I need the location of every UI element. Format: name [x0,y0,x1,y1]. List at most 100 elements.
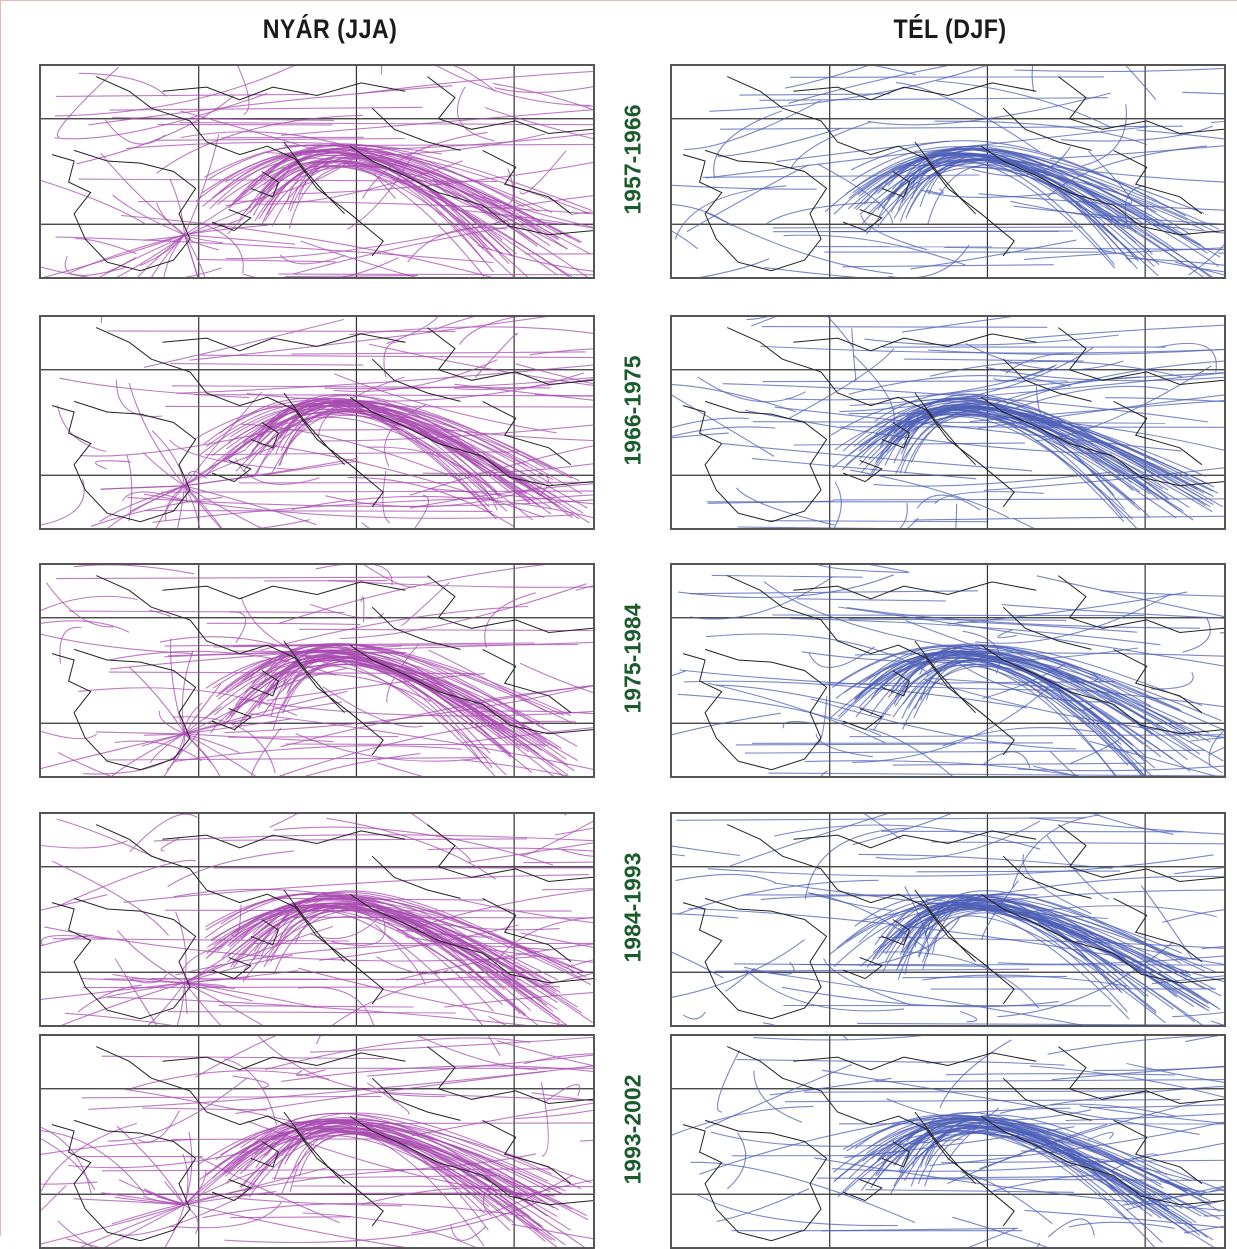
storm-track [890,1125,1156,1247]
coastline [683,898,827,1018]
period-label: 1975-1984 [613,558,653,758]
storm-track [902,317,1224,332]
top-border [0,0,1237,1]
coastline [1058,1047,1224,1104]
storm-track [41,1130,146,1196]
storm-track [1182,92,1224,126]
storm-track [881,952,1039,1009]
storm-track [153,520,310,528]
storm-track [185,983,317,1008]
coastline [52,898,196,1018]
storm-track [709,66,1031,111]
storm-track [56,237,494,263]
storm-track [935,492,1044,504]
storm-track [88,1064,593,1109]
storm-track [714,111,782,178]
storm-tracks [672,66,1224,277]
storm-tracks [41,565,593,776]
storm-track [1015,66,1224,72]
storm-track [56,94,308,96]
coastline [427,576,593,633]
storm-track [348,94,593,149]
cyclone-tracks-svg [672,66,1224,277]
storm-track [228,737,399,738]
storm-track [762,381,1068,382]
cyclone-tracks-svg [672,565,1224,776]
storm-track [944,248,1224,251]
storm-track [747,317,857,320]
storm-track [377,957,449,974]
storm-track [52,861,169,935]
winter-map-1975-1984 [670,563,1226,778]
storm-track [222,137,364,138]
storm-track [946,1074,1175,1075]
storm-track [849,735,1224,737]
storm-track [672,671,686,703]
storm-track [60,627,81,663]
storm-track [235,66,249,114]
cyclone-tracks-svg [41,66,593,277]
coastline [427,328,593,385]
storm-track [1069,1222,1175,1228]
storm-track [727,1133,745,1189]
storm-track [497,1041,593,1106]
storm-tracks [672,565,1224,776]
storm-track [1050,115,1224,159]
storm-track [914,516,1224,520]
storm-track [275,430,403,431]
storm-track [515,1048,593,1119]
summer-map-1966-1975 [39,315,595,530]
storm-track [65,256,126,275]
storm-track [765,202,880,225]
storm-track [451,1224,486,1240]
storm-track [937,81,1111,127]
storm-track [1162,908,1224,923]
storm-track [41,618,193,653]
storm-track [865,1190,1074,1193]
storm-track [57,67,118,137]
storm-track [672,203,698,248]
storm-track [751,317,932,326]
storm-track [768,521,987,522]
winter-map-1966-1975 [670,315,1226,530]
storm-track [520,151,566,194]
storm-track [952,1217,1122,1247]
period-text: 1984-1993 [620,852,647,962]
storm-track [311,919,378,939]
winter-map-1957-1966 [670,64,1226,279]
storm-track [789,348,894,418]
summer-map-1975-1984 [39,563,595,778]
storm-track [322,977,497,1025]
storm-track [58,753,312,777]
storm-track [285,276,418,277]
storm-track [772,615,1144,616]
storm-track [931,842,1224,845]
storm-track [948,592,1188,624]
storm-track [41,935,106,946]
period-label: 1993-2002 [613,1029,653,1229]
storm-track [41,621,129,632]
coastline [843,958,882,979]
cyclone-tracks-svg [672,1036,1224,1247]
storm-track [712,575,863,577]
storm-track [753,1036,1041,1040]
storm-track [106,758,489,760]
storm-track [857,1023,1224,1025]
storm-track [672,826,740,855]
storm-track [851,141,1186,216]
storm-track [736,744,956,745]
storm-track [96,732,184,734]
cyclone-tracks-svg [41,565,593,776]
storm-tracks [672,1036,1224,1247]
storm-track [1013,518,1199,528]
storm-track [773,227,1084,228]
storm-tracks [41,814,593,1025]
storm-track [185,428,271,486]
storm-track [672,433,729,468]
left-border [0,0,1,1236]
coastlines [683,328,1224,522]
storm-track [82,1096,381,1097]
storm-track [865,335,1119,345]
storm-track [282,1123,546,1241]
storm-track [1101,576,1224,597]
